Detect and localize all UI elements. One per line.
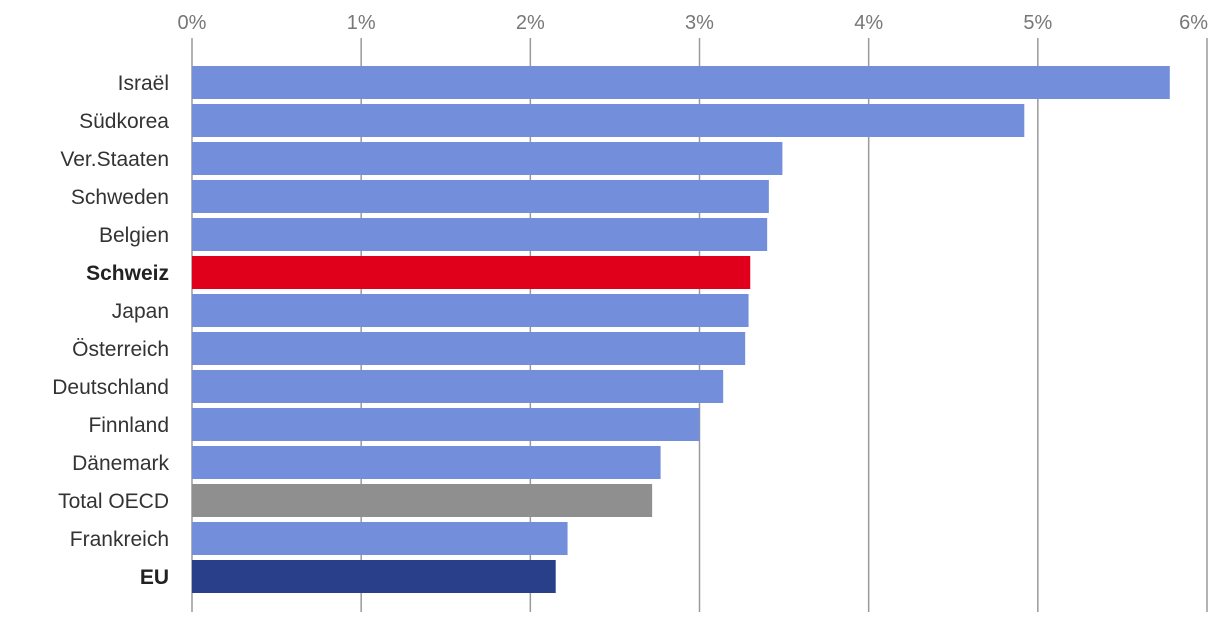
category-label: Schweiz	[86, 262, 169, 285]
bar	[192, 294, 749, 327]
category-label: Total OECD	[58, 490, 169, 513]
bar	[192, 256, 751, 289]
x-tick-label: 3%	[685, 12, 714, 34]
category-label: EU	[140, 566, 169, 589]
bar	[192, 560, 556, 593]
bar	[192, 408, 700, 441]
category-labels: Israël Südkorea Ver.Staaten Schweden Belgien…	[52, 72, 169, 589]
x-tick-label: 1%	[347, 12, 376, 34]
category-label: Ver.Staaten	[60, 148, 169, 171]
bar	[192, 180, 769, 213]
x-tick-label: 5%	[1023, 12, 1052, 34]
category-label: Frankreich	[70, 528, 169, 551]
category-label: Dänemark	[72, 452, 169, 475]
bar	[192, 218, 768, 251]
category-label: Finnland	[88, 414, 169, 437]
category-label: Deutschland	[52, 376, 169, 399]
x-tick-label: 2%	[516, 12, 545, 34]
bar	[192, 66, 1170, 99]
category-label: Belgien	[99, 224, 169, 247]
bar	[192, 332, 746, 365]
category-label: Israël	[118, 72, 169, 95]
bar	[192, 484, 653, 517]
category-label: Schweden	[71, 186, 169, 209]
x-tick-label: 4%	[854, 12, 883, 34]
x-tick-label: 0%	[178, 12, 207, 34]
x-tick-label: 6%	[1179, 12, 1208, 34]
category-label: Japan	[112, 300, 169, 323]
bars	[192, 66, 1170, 593]
bar	[192, 142, 783, 175]
bar	[192, 104, 1025, 137]
bar	[192, 446, 661, 479]
category-label: Österreich	[72, 338, 169, 361]
category-label: Südkorea	[79, 110, 169, 133]
bar	[192, 522, 568, 555]
x-axis-ticks: 0% 1% 2% 3% 4% 5% 6%	[178, 12, 1209, 34]
bar	[192, 370, 724, 403]
